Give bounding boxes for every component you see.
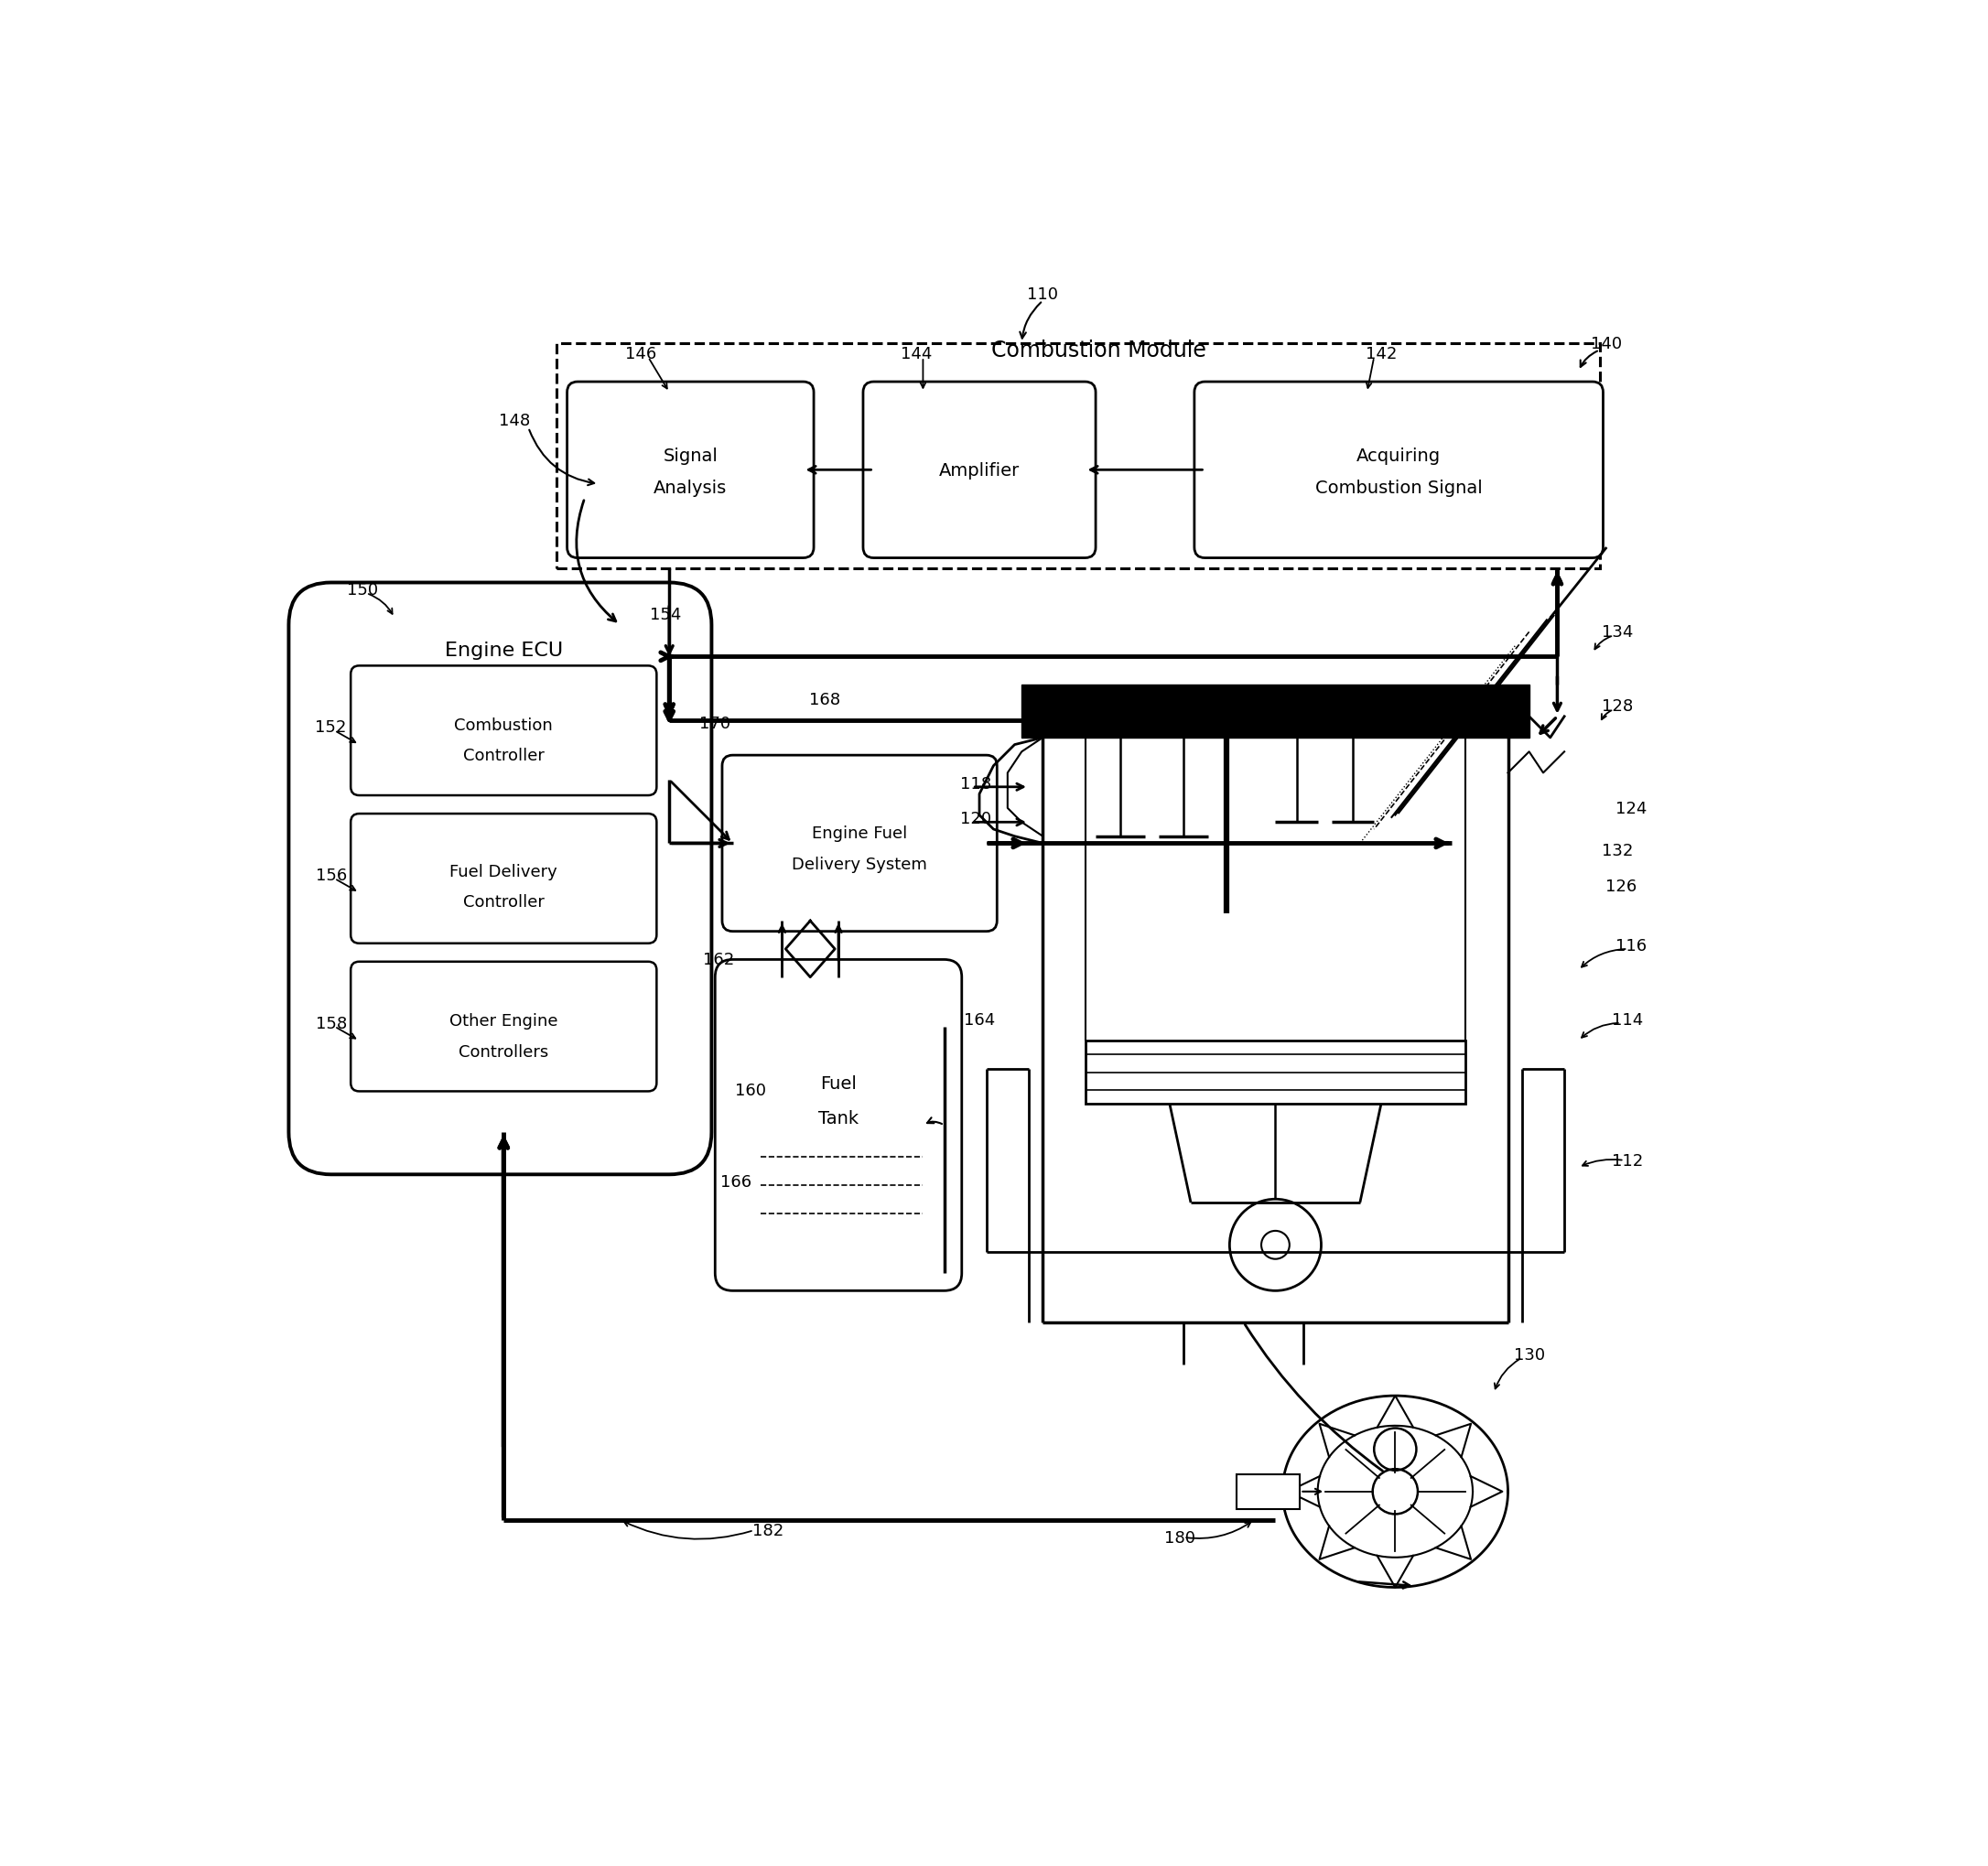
Text: 160: 160 (736, 1082, 765, 1099)
Text: Controller: Controller (463, 748, 545, 763)
Text: Other Engine: Other Engine (449, 1013, 559, 1030)
Text: 140: 140 (1590, 336, 1622, 353)
FancyBboxPatch shape (288, 582, 712, 1176)
Text: 146: 146 (626, 345, 656, 362)
Text: 130: 130 (1513, 1345, 1545, 1362)
Text: Tank: Tank (819, 1110, 859, 1127)
Text: 170: 170 (700, 717, 732, 731)
Text: Analysis: Analysis (654, 480, 728, 496)
Bar (557, 343, 1600, 569)
Text: 112: 112 (1612, 1153, 1644, 1168)
Text: 164: 164 (964, 1011, 996, 1028)
Text: Amplifier: Amplifier (938, 461, 1020, 480)
Text: 115: 115 (1125, 713, 1157, 730)
Text: 134: 134 (1602, 625, 1632, 640)
FancyBboxPatch shape (350, 963, 656, 1092)
Text: Combustion Signal: Combustion Signal (1316, 480, 1483, 496)
Text: 168: 168 (809, 690, 841, 707)
Text: Fuel: Fuel (821, 1075, 857, 1092)
Text: Combustion: Combustion (455, 717, 553, 733)
Bar (1022, 685, 1529, 739)
Text: 144: 144 (901, 345, 932, 362)
Text: 122: 122 (1358, 694, 1390, 711)
Text: Engine Fuel: Engine Fuel (811, 825, 907, 842)
Text: Delivery System: Delivery System (791, 856, 926, 873)
FancyBboxPatch shape (716, 959, 962, 1291)
Text: 166: 166 (720, 1174, 751, 1191)
FancyBboxPatch shape (1195, 383, 1602, 558)
Text: 154: 154 (650, 606, 682, 623)
Text: Acquiring: Acquiring (1356, 448, 1441, 465)
FancyBboxPatch shape (722, 756, 998, 931)
Text: 128: 128 (1602, 698, 1632, 715)
Bar (1237, 1474, 1300, 1510)
Text: 152: 152 (316, 718, 346, 735)
Bar (1085, 1041, 1465, 1105)
Text: 126: 126 (1604, 877, 1636, 894)
Text: 182: 182 (751, 1523, 783, 1539)
Text: 142: 142 (1366, 345, 1398, 362)
Text: Signal: Signal (664, 448, 718, 465)
Text: 124: 124 (1616, 801, 1646, 817)
Text: 150: 150 (348, 582, 378, 599)
Text: 120: 120 (960, 812, 992, 827)
Text: 180: 180 (1165, 1530, 1197, 1545)
Text: 162: 162 (704, 952, 734, 968)
Text: 156: 156 (316, 868, 346, 884)
Text: Controller: Controller (463, 894, 545, 911)
Text: 132: 132 (1602, 843, 1632, 858)
Text: 110: 110 (1028, 285, 1058, 302)
Text: 148: 148 (499, 412, 531, 429)
Text: 116: 116 (1616, 937, 1646, 954)
Text: 114: 114 (1612, 1011, 1644, 1028)
FancyBboxPatch shape (350, 814, 656, 944)
Text: 118: 118 (960, 776, 992, 791)
FancyBboxPatch shape (567, 383, 813, 558)
Text: Controllers: Controllers (459, 1043, 549, 1060)
Text: Fuel Delivery: Fuel Delivery (449, 864, 557, 881)
Text: Engine ECU: Engine ECU (445, 640, 563, 659)
FancyBboxPatch shape (350, 666, 656, 795)
FancyBboxPatch shape (863, 383, 1095, 558)
Text: 158: 158 (316, 1015, 346, 1032)
Text: Combustion Module: Combustion Module (992, 340, 1207, 362)
